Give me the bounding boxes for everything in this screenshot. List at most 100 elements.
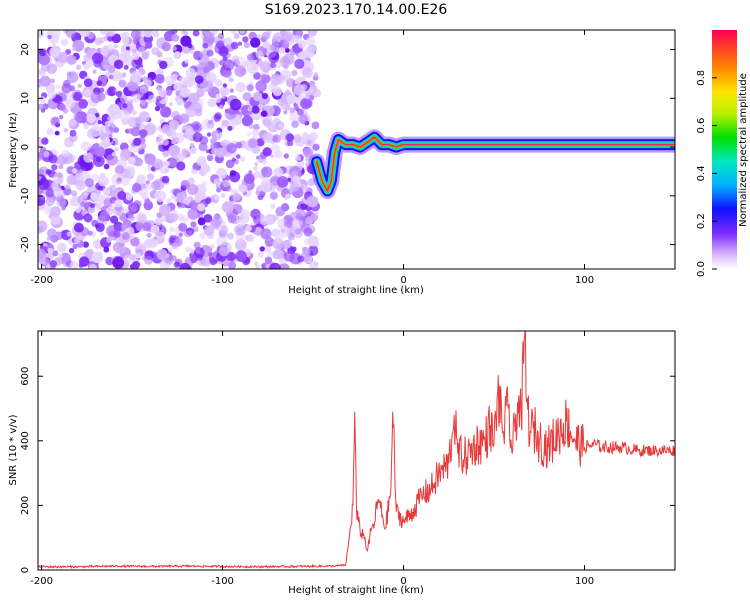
noise-speckle [264,256,273,264]
noise-speckle [291,120,299,128]
noise-speckle [90,92,102,104]
noise-speckle [220,193,226,199]
colorbar-tick-label: 0.0 [696,261,707,277]
noise-speckle [65,48,72,55]
noise-speckle [45,169,52,175]
noise-speckle [103,198,112,207]
noise-speckle [239,30,246,34]
noise-speckle [216,236,228,248]
noise-speckle [268,45,276,52]
noise-speckle [201,164,211,174]
noise-speckle [211,215,223,226]
noise-speckle [132,93,142,103]
noise-speckle [187,230,193,236]
noise-speckle [197,217,206,226]
noise-speckle [49,78,56,84]
noise-speckle [214,112,222,120]
noise-speckle [256,138,265,147]
noise-speckle [99,231,104,236]
noise-speckle [231,41,239,50]
noise-speckle [260,110,268,117]
noise-speckle [106,153,118,166]
noise-speckle [118,79,127,88]
noise-speckle [83,152,94,163]
noise-speckle [178,76,187,85]
noise-speckle [282,240,292,249]
noise-speckle [38,48,47,57]
noise-speckle [305,156,310,162]
noise-speckle [270,73,282,86]
noise-speckle [71,190,78,197]
noise-speckle [142,76,148,82]
noise-speckle [194,75,204,84]
noise-speckle [98,175,109,187]
noise-speckle [261,92,268,100]
snr-y-tick-label: 200 [20,496,31,515]
noise-speckle [50,214,61,225]
figure-title: S169.2023.170.14.00.E26 [265,2,448,18]
noise-speckle [213,195,220,201]
noise-speckle [303,147,313,158]
noise-speckle [129,215,135,221]
noise-speckle [113,59,124,70]
noise-speckle [216,167,228,179]
noise-speckle [155,137,164,146]
noise-speckle [41,108,46,113]
noise-speckle [51,181,59,190]
noise-speckle [69,129,77,137]
noise-speckle [293,175,300,182]
noise-speckle [306,195,319,208]
noise-speckle [239,184,248,193]
noise-speckle [206,154,214,162]
noise-speckle [255,50,264,59]
noise-speckle [294,228,302,235]
noise-speckle [179,87,191,98]
noise-speckle [120,149,129,158]
noise-speckle [161,42,171,52]
noise-speckle [136,174,147,185]
noise-speckle [310,213,318,221]
noise-speckle [152,30,160,38]
spectrogram-x-label: Height of straight line (km) [288,285,424,296]
noise-speckle [50,116,60,127]
noise-speckle [297,171,303,178]
noise-speckle [102,187,111,196]
noise-speckle [77,83,82,88]
noise-speckle [153,158,164,169]
noise-speckle [170,73,179,82]
spectrogram-y-label: Frequency (Hz) [8,112,19,188]
noise-speckle [253,123,260,131]
noise-speckle [92,69,97,74]
noise-speckle [260,182,271,193]
noise-speckle [73,91,82,101]
noise-speckle [307,235,319,247]
noise-speckle [113,230,121,238]
noise-speckle [40,195,46,201]
noise-speckle [154,217,163,226]
noise-speckle [215,147,226,158]
noise-speckle [224,37,233,46]
noise-speckle [243,42,250,49]
noise-speckle [38,151,44,159]
noise-speckle [50,206,61,218]
noise-speckle [103,163,110,170]
noise-speckle [201,80,214,93]
noise-speckle [94,193,106,206]
noise-speckle [242,92,252,102]
noise-speckle [91,173,100,182]
noise-speckle [298,114,309,125]
signal-band-core [316,136,675,192]
noise-speckle [250,37,261,48]
noise-speckle [182,182,189,189]
noise-speckle [196,156,207,167]
noise-speckle [195,83,203,91]
noise-speckle [71,168,78,174]
noise-speckle [307,30,318,37]
noise-speckle [66,71,79,83]
noise-speckle [214,96,221,103]
noise-speckle [66,174,77,186]
noise-speckle [115,90,123,98]
noise-speckle [222,68,232,78]
snr-x-label: Height of straight line (km) [288,585,424,596]
noise-speckle [190,256,198,263]
